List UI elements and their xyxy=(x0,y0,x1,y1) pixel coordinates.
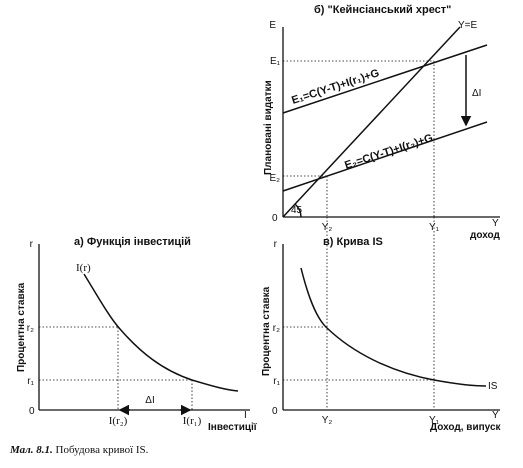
investment-curve-label: I(r) xyxy=(76,262,91,274)
panel-a-tick-r1: r₁ xyxy=(27,376,34,387)
line-45-label: Y=E xyxy=(458,20,478,31)
panel-b-title: б) "Кейнсіанський хрест" xyxy=(314,4,451,16)
panel-b-delta-label: ΔI xyxy=(472,88,481,99)
panel-a-tick-ir1: I(r₁) xyxy=(183,415,202,427)
angle-arc xyxy=(294,203,302,218)
panel-investment-function: а) Функція інвестицій r I Інвестиції 0 П… xyxy=(16,236,257,433)
caption-text: Побудова кривої IS. xyxy=(52,444,149,456)
panel-c-x-axis-word: Доход, випуск xyxy=(430,422,502,433)
panel-a-y-axis-letter: r xyxy=(30,239,34,250)
panel-a-y-axis-label: Процентна ставка xyxy=(16,282,27,372)
panel-c-origin: 0 xyxy=(272,406,278,417)
panel-b-x-axis-letter: Y xyxy=(492,218,499,229)
is-curve xyxy=(300,267,487,387)
expenditure-line-e2 xyxy=(282,121,488,192)
investment-curve xyxy=(83,273,239,392)
is-curve-label: IS xyxy=(488,381,498,392)
panel-c-tick-r1: r₁ xyxy=(273,376,280,387)
expenditure-line-e1 xyxy=(282,44,488,114)
panel-a-origin: 0 xyxy=(29,406,35,417)
panel-a-title: а) Функція інвестицій xyxy=(74,236,191,248)
panel-c-title: в) Крива IS xyxy=(323,236,383,248)
panel-b-y-axis-letter: E xyxy=(269,20,276,31)
panel-a-delta-label: ΔI xyxy=(145,395,154,406)
panel-b-x-axis-word: доход xyxy=(470,230,500,241)
panel-b-tick-e2: E₂ xyxy=(269,173,280,184)
line-45-degree xyxy=(282,26,461,218)
panel-b-origin: 0 xyxy=(272,213,278,224)
panel-c-tick-y2: Y₂ xyxy=(322,415,333,426)
equation-e1: E₁=C(Y-T)+I(r₁)+G xyxy=(290,67,381,107)
panel-a-x-axis-letter: I xyxy=(244,410,247,421)
panel-b-tick-e1: E₁ xyxy=(270,56,281,67)
panel-a-tick-r2: r₂ xyxy=(27,323,34,334)
panel-a-x-axis-word: Інвестиції xyxy=(208,422,257,433)
angle-label: 45 xyxy=(291,205,303,216)
figure-caption: Мал. 8.1. Побудова кривої IS. xyxy=(10,444,148,456)
panel-is-curve: в) Крива IS r Y Доход, випуск 0 Процентн… xyxy=(261,217,502,433)
panel-c-y-axis-letter: r xyxy=(274,239,278,250)
panel-keynesian-cross: б) "Кейнсіанський хрест" E Y доход 0 Пла… xyxy=(263,4,500,241)
caption-lead: Мал. 8.1. xyxy=(10,444,53,456)
panel-c-x-axis-letter: Y xyxy=(492,410,499,421)
panel-c-y-axis-label: Процентна ставка xyxy=(261,286,272,376)
panel-c-tick-r2: r₂ xyxy=(273,323,280,334)
panel-c-tick-y1: Y₁ xyxy=(429,415,440,426)
panel-b-y-axis-label: Плановані видатки xyxy=(263,80,274,175)
panel-a-tick-ir2: I(r₂) xyxy=(109,415,128,427)
